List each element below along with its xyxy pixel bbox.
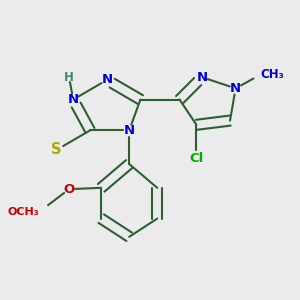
Text: Cl: Cl [189, 152, 203, 165]
Text: N: N [196, 71, 208, 84]
Text: N: N [101, 74, 112, 86]
Text: N: N [230, 82, 241, 95]
Text: N: N [124, 124, 135, 137]
Text: H: H [64, 71, 74, 84]
Text: OCH₃: OCH₃ [8, 207, 40, 217]
Text: CH₃: CH₃ [261, 68, 285, 81]
Text: S: S [51, 142, 62, 158]
Text: O: O [63, 183, 75, 196]
Text: N: N [68, 93, 79, 106]
